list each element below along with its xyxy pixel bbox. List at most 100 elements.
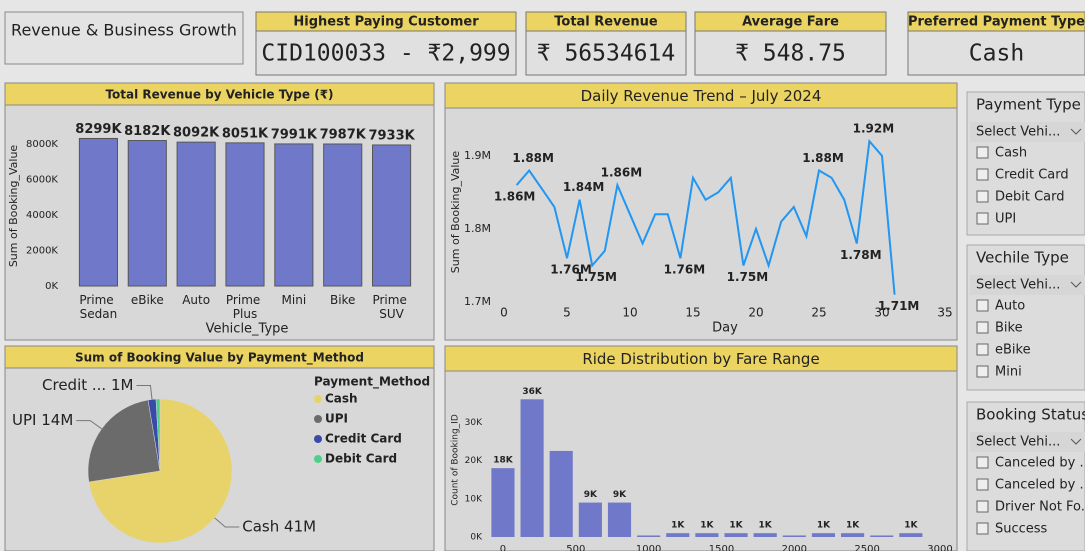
card-header [255,11,517,32]
bar-value-label: 8299K [75,122,122,137]
pie-slice [88,398,233,544]
y-axis-label: Count of Booking_ID [451,414,461,506]
leader-line [214,517,240,528]
bar [225,142,265,287]
slicer-checkbox[interactable] [976,146,989,159]
bar-value-label: 1K [817,521,831,531]
slicer-title: Vechile Type [976,249,1069,267]
bar [78,137,118,287]
slicer-option: Auto [995,299,1025,314]
legend-label: Cash [325,392,358,406]
slicer-option: UPI [995,212,1016,227]
card-label: Preferred Payment Type [908,15,1085,30]
histogram-bar [695,533,719,537]
point-value-label: 1.86M [494,190,536,204]
x-tick-label: Auto [182,293,210,307]
slicer-placeholder: Select Vehi... [976,278,1060,293]
slicer-option: Debit Card [995,190,1065,205]
slicer-option: Cash [995,146,1027,161]
x-tick-label: Prime Plus [226,293,264,321]
slicer-checkbox[interactable] [976,190,989,203]
bar-value-label: 8182K [124,124,171,139]
leader-line [136,385,153,400]
slicer-option: Canceled by ... [995,456,1085,471]
slicer-option: eBike [995,343,1031,358]
y-tick-label: 8000K [26,139,58,150]
y-tick-label: 0K [470,533,483,543]
bar-value-label: 1K [729,521,743,531]
card-body [907,30,1085,76]
x-tick-label: 10 [622,306,637,320]
leader-line [76,420,102,430]
legend-swatch [314,395,322,403]
slicer-checkbox[interactable] [976,343,989,356]
bar [372,144,412,287]
y-tick-label: 1.7M [464,295,491,308]
slicer-checkbox[interactable] [976,168,989,181]
pie-slice [155,398,161,472]
bar-value-label: 9K [613,490,627,500]
dashboard-title: Revenue & Business Growth [11,21,237,40]
trend-line [515,138,896,295]
bar-value-label: 1K [759,521,773,531]
x-axis-label: Vehicle_Type [206,322,289,337]
slicer-title: Payment Type [976,96,1081,114]
slicer-checkbox[interactable] [976,321,989,334]
card-value: ₹ 56534614 [537,41,675,67]
histogram-bar [899,533,923,537]
slicer-dropdown[interactable] [970,122,1085,142]
histogram-bar [578,502,602,537]
chart-panel [4,82,435,341]
slicer-checkbox[interactable] [976,212,989,225]
slicer-checkbox[interactable] [976,522,989,535]
legend-swatch [314,455,322,463]
histogram-bar [491,468,515,537]
card-value: CID100033 - ₹2,999 [261,41,510,67]
point-value-label: 1.84M [563,180,605,194]
x-tick-label: 5 [563,306,571,320]
slicer-dropdown[interactable] [970,432,1085,452]
x-tick-label: 0 [500,544,506,551]
y-tick-label: 6000K [26,174,58,185]
title-box [4,11,244,65]
x-tick-label: 1500 [709,544,734,551]
legend-swatch [314,435,322,443]
x-tick-label: Prime SUV [372,293,410,321]
slicer-checkbox[interactable] [976,365,989,378]
x-tick-label: 0 [500,306,508,320]
chart-title: Total Revenue by Vehicle Type (₹) [105,88,333,102]
slicer-checkbox[interactable] [976,456,989,469]
slicer-dropdown[interactable] [970,275,1085,295]
bar-value-label: 18K [493,456,514,466]
slicer-panel [966,91,1085,236]
x-tick-label: Bike [330,293,355,307]
slice-label: Credit ... 1M [42,376,133,394]
bar-value-label: 1K [846,521,860,531]
x-tick-label: 20 [748,306,763,320]
y-tick-label: 10K [465,494,483,504]
y-tick-label: 1.9M [464,149,491,162]
slicer-option: Canceled by ... [995,478,1085,493]
point-value-label: 1.88M [802,151,844,165]
card-label: Total Revenue [554,15,658,30]
bar [176,141,216,287]
histogram-bar [607,502,632,537]
histogram-bar [870,535,894,537]
x-tick-label: 30 [874,306,889,320]
legend-swatch [314,415,322,423]
slicer-checkbox[interactable] [976,478,989,491]
point-value-label: 1.75M [575,270,617,284]
bar [323,143,363,287]
card-label: Average Fare [742,15,839,30]
bar-value-label: 36K [522,387,543,397]
card-value: ₹ 548.75 [735,41,846,67]
x-axis-label: Day [712,321,738,336]
card-body [525,30,687,76]
chart-header [444,345,958,372]
x-tick-label: Mini [282,293,307,307]
slicer-checkbox[interactable] [976,500,989,513]
slicer-option: Credit Card [995,168,1069,183]
slicer-title: Booking Status [976,406,1085,424]
slicer-checkbox[interactable] [976,299,989,312]
